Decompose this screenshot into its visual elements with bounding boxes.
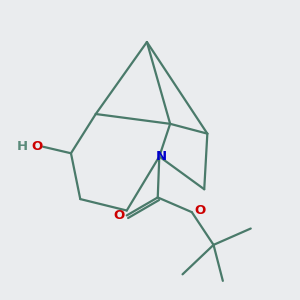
Text: O: O	[32, 140, 43, 153]
Text: H: H	[16, 140, 28, 153]
Text: N: N	[156, 150, 167, 163]
Text: O: O	[113, 209, 124, 222]
Text: O: O	[194, 204, 205, 217]
